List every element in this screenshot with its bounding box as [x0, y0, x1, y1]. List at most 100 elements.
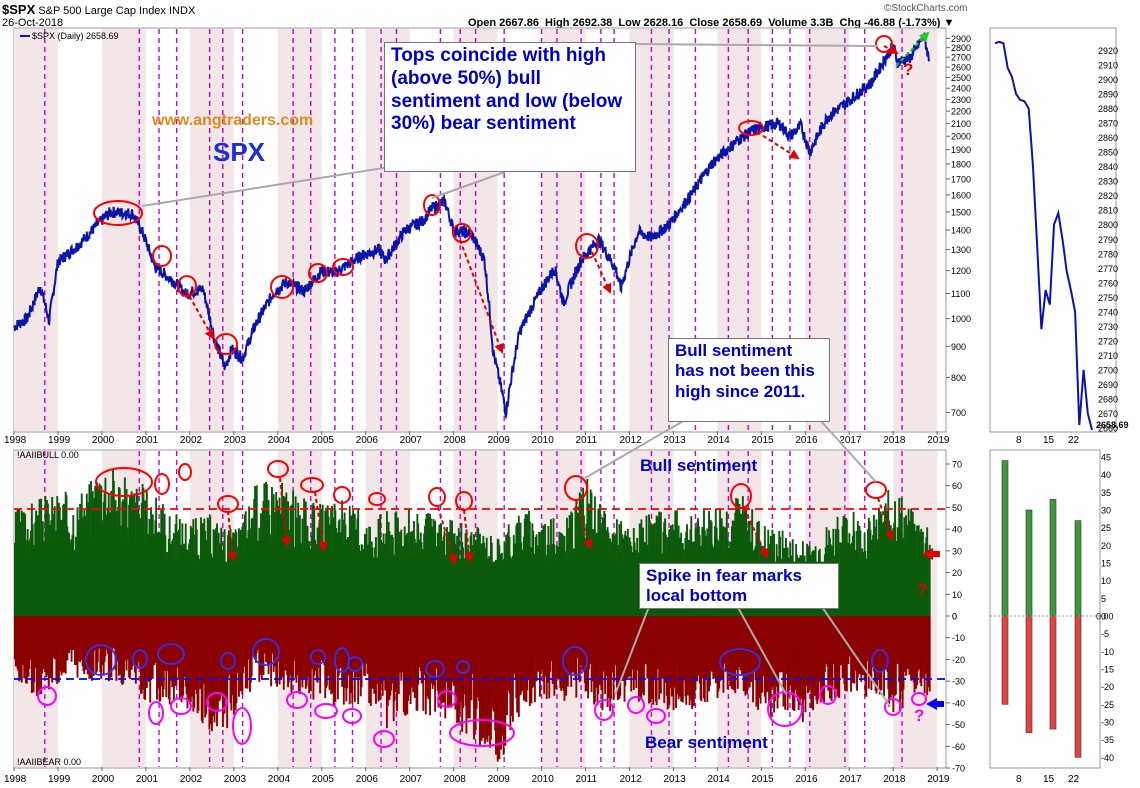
bull-arrow-4 — [437, 506, 458, 565]
price-tick-label: 1800 — [951, 159, 971, 169]
last-price-label: 2658.69 — [1096, 420, 1129, 430]
price-tick-label: 1100 — [951, 289, 970, 299]
x-tick-label: 2018 — [883, 435, 906, 446]
year-band — [14, 29, 58, 431]
price-tick-label: 1700 — [951, 174, 971, 184]
top-circle-2007 — [423, 194, 441, 216]
weekly-tick-label: -40 — [1101, 753, 1114, 763]
x-tick-label: 2014 — [707, 774, 730, 785]
recent-price-tick: 2670 — [1098, 409, 1118, 419]
top-circle-2002 — [214, 333, 238, 355]
bear-bar — [533, 616, 536, 703]
recent-price-tick: 2740 — [1098, 307, 1118, 317]
weekly-bear-bar — [1049, 615, 1057, 730]
fear-circle-2 — [148, 701, 164, 725]
blue-circle-3 — [157, 643, 185, 665]
price-tick-label: 2700 — [951, 53, 971, 63]
bear-series-title: !AAIIBEAR 0.00 — [17, 757, 81, 767]
top-circle-2018 — [875, 35, 893, 53]
recent-x-tick: 8 — [1016, 435, 1022, 446]
weekly-tick-label: 25 — [1101, 523, 1111, 533]
recent-price-tick: 2890 — [1098, 90, 1118, 100]
recent-price-tick: 2830 — [1098, 177, 1118, 187]
chart-date: 26-Oct-2018 — [2, 17, 64, 29]
top-circle-2005b — [332, 258, 354, 276]
sentiment-tick-label: 70 — [952, 460, 962, 470]
recent-x-tick: 22 — [1068, 774, 1080, 785]
weekly-tick-label: -10 — [1101, 647, 1114, 657]
price-tick-label: 1200 — [951, 266, 971, 276]
weekly-tick-label: 20 — [1101, 541, 1111, 551]
sentiment-tick-label: -10 — [952, 633, 965, 643]
bear-sentiment-label: Bear sentiment — [645, 733, 768, 752]
recent-x-tick: 15 — [1043, 774, 1055, 785]
x-tick-label: 2002 — [180, 435, 203, 446]
price-tick-label: 1300 — [951, 245, 971, 255]
price-tick-label: 1000 — [951, 314, 971, 324]
top-circle-2015 — [738, 120, 764, 136]
question-mark-bear: ? — [914, 706, 925, 725]
bull-circle-2006 — [368, 492, 386, 506]
year-band — [101, 29, 146, 431]
recent-price-line — [994, 40, 1093, 431]
x-tick-label: 2015 — [751, 435, 774, 446]
x-tick-label: 2006 — [356, 435, 379, 446]
top-circle-2008 — [452, 223, 472, 243]
price-tick-label: 700 — [951, 408, 966, 418]
fear-circle-14 — [646, 708, 666, 724]
x-tick-label: 2008 — [444, 774, 467, 785]
down-arrow-2018 — [883, 44, 899, 54]
x-tick-label: 2017 — [839, 435, 862, 446]
fear-circle-3 — [170, 697, 192, 715]
x-tick-label: 1999 — [48, 435, 71, 446]
recent-price-tick: 2690 — [1098, 380, 1118, 390]
blue-circle-8 — [347, 656, 363, 672]
bull-circle-2007 — [428, 487, 446, 507]
bear-base — [14, 616, 930, 643]
fear-circle-11 — [449, 719, 515, 747]
sentiment-tick-label: 10 — [952, 590, 962, 600]
x-tick-label: 2006 — [356, 774, 379, 785]
bull-circle-2000 — [95, 467, 153, 497]
fear-circle-16 — [819, 685, 837, 705]
exchange: INDX — [169, 5, 196, 17]
bull-arrow-3 — [314, 491, 328, 552]
x-tick-label: 2013 — [663, 774, 686, 785]
recent-price-tick: 2880 — [1098, 104, 1118, 114]
x-tick-label: 2008 — [444, 435, 467, 446]
weekly-tick-label: 0 — [1101, 612, 1106, 622]
recent-x-tick: 15 — [1043, 435, 1055, 446]
pointer-line-5 — [819, 419, 877, 483]
bear-bar — [865, 616, 868, 697]
fear-spike-callout: Spike in fear marks local bottom — [639, 563, 839, 609]
price-tick-label: 2200 — [951, 107, 971, 117]
weekly-tick-label: 40 — [1101, 470, 1111, 480]
recent-price-tick: 2660 — [1098, 424, 1118, 434]
weekly-tick-label: 10 — [1101, 576, 1111, 586]
weekly-tick-label: -5 — [1101, 629, 1109, 639]
blue-circle-9 — [425, 660, 445, 678]
blue-circle-4 — [220, 652, 236, 670]
spx-label: SPX — [213, 137, 266, 167]
weekly-bear-bar — [1025, 615, 1033, 733]
bull-arrow-5 — [463, 509, 475, 563]
year-band — [893, 29, 938, 431]
sentiment-tick-label: 60 — [952, 481, 962, 491]
sentiment-tick-label: 40 — [952, 525, 962, 535]
x-tick-label: 2012 — [619, 435, 642, 446]
top-circle-2005 — [308, 263, 328, 283]
blue-circle-13 — [871, 649, 889, 673]
bull-arrow-8 — [877, 497, 895, 541]
bull-bar — [928, 544, 931, 616]
x-tick-label: 2012 — [619, 774, 642, 785]
fear-circle-17 — [884, 698, 902, 716]
weekly-tick-label: 30 — [1101, 506, 1111, 516]
pointer-line-8 — [819, 603, 891, 707]
website-label: www.angtraders.com — [152, 112, 314, 129]
price-tick-label: 2000 — [951, 132, 971, 142]
x-tick-label: 2016 — [795, 774, 818, 785]
sentiment-tick-label: -20 — [952, 655, 965, 665]
recent-price-tick: 2900 — [1098, 75, 1118, 85]
price-tick-label: 2400 — [951, 84, 971, 94]
bull-circle-2005b — [333, 486, 351, 504]
